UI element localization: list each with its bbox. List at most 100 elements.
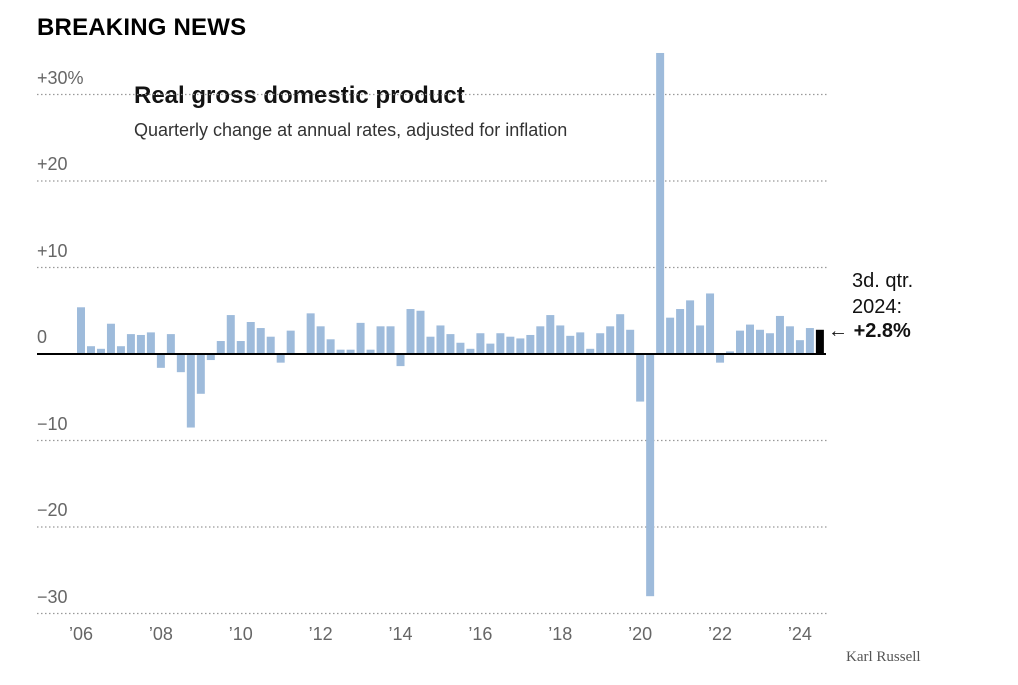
- bar: [216, 341, 225, 354]
- x-tick-label: ’10: [228, 624, 253, 644]
- bar: [316, 326, 325, 354]
- bar: [606, 326, 615, 354]
- bar: [256, 328, 265, 354]
- chart-title: Real gross domestic product: [134, 82, 465, 109]
- bar: [736, 330, 745, 354]
- bar: [106, 323, 115, 355]
- y-tick-label: +30%: [37, 67, 84, 88]
- bar: [426, 336, 435, 354]
- bar: [86, 346, 95, 354]
- breaking-news-banner: BREAKING NEWS: [37, 14, 247, 41]
- bar: [326, 339, 335, 355]
- bar: [276, 354, 285, 363]
- bar: [686, 300, 695, 354]
- x-tick-label: ’06: [68, 624, 94, 644]
- bar: [116, 346, 125, 354]
- bar: [506, 336, 515, 354]
- bar: [446, 334, 455, 354]
- bar: [566, 335, 575, 354]
- bar: [366, 349, 375, 355]
- bar: [246, 322, 255, 355]
- x-tick-label: ’16: [468, 624, 493, 644]
- annotation-arrow: ←: [828, 320, 848, 342]
- bar: [636, 354, 645, 402]
- bar: [586, 348, 595, 354]
- x-tick-label: ’14: [388, 624, 413, 644]
- bar: [795, 340, 804, 354]
- bar: [775, 315, 784, 354]
- bar: [386, 326, 395, 354]
- bar: [436, 325, 445, 354]
- bar: [186, 354, 195, 428]
- bar: [376, 326, 385, 354]
- bar: [656, 52, 665, 354]
- annotation-value-text: +2.8%: [853, 320, 911, 342]
- bar: [536, 326, 545, 354]
- x-tick-label: ’12: [308, 624, 333, 644]
- bar: [646, 354, 655, 597]
- bar: [456, 342, 465, 354]
- x-tick-label: ’20: [628, 624, 653, 644]
- highlight-bar: [815, 329, 824, 354]
- photo-credit: Karl Russell: [846, 649, 921, 665]
- bar: [785, 326, 794, 354]
- bar: [716, 354, 725, 363]
- bar: [226, 315, 235, 354]
- bar: [496, 333, 505, 354]
- annotation-line2: 2024:: [852, 296, 903, 318]
- annotation-value: ← +2.8%: [828, 320, 911, 343]
- bar: [765, 333, 774, 354]
- x-tick-label: ’22: [707, 624, 733, 644]
- bar: [146, 332, 155, 355]
- bar: [356, 322, 365, 354]
- bar: [126, 334, 135, 354]
- bar: [156, 354, 165, 368]
- bar: [466, 348, 475, 354]
- y-tick-label: 0: [37, 327, 48, 347]
- bar: [755, 329, 764, 354]
- bar: [176, 354, 185, 373]
- bar: [626, 329, 635, 354]
- annotation-line1: 3d. qtr.: [852, 270, 914, 292]
- bar: [616, 314, 625, 354]
- y-tick-label: −20: [37, 500, 68, 520]
- bar: [136, 334, 145, 354]
- bar: [196, 354, 205, 394]
- bars: [77, 52, 824, 597]
- bar: [306, 313, 315, 355]
- bar: [516, 338, 525, 354]
- bar: [546, 315, 555, 354]
- bar: [805, 328, 814, 354]
- bar: [576, 332, 585, 355]
- y-tick-label: +10: [37, 240, 68, 261]
- bar: [486, 343, 495, 354]
- bar: [696, 325, 705, 354]
- x-tick-label: ’08: [148, 624, 173, 644]
- bar: [526, 334, 535, 354]
- x-tick-label: ’18: [548, 624, 573, 644]
- y-tick-label: +20: [37, 154, 68, 174]
- bar: [556, 325, 565, 354]
- bar: [266, 336, 275, 354]
- x-tick-label: ’24: [787, 624, 812, 644]
- bar: [286, 330, 295, 354]
- bar: [396, 354, 405, 367]
- bar: [96, 348, 105, 354]
- bar: [406, 309, 415, 354]
- bar: [726, 351, 735, 354]
- y-tick-label: −10: [37, 413, 68, 434]
- chart-subtitle: Quarterly change at annual rates, adjust…: [134, 120, 568, 140]
- y-tick-label: −30: [37, 586, 68, 607]
- bar: [166, 334, 175, 354]
- bar: [206, 354, 215, 361]
- bar: [416, 310, 425, 354]
- bar: [676, 309, 685, 354]
- bar: [336, 349, 345, 355]
- bar: [476, 333, 485, 354]
- bar: [706, 293, 715, 354]
- bar: [346, 349, 355, 355]
- bar: [596, 333, 605, 354]
- bar: [666, 317, 675, 354]
- bar: [746, 324, 754, 354]
